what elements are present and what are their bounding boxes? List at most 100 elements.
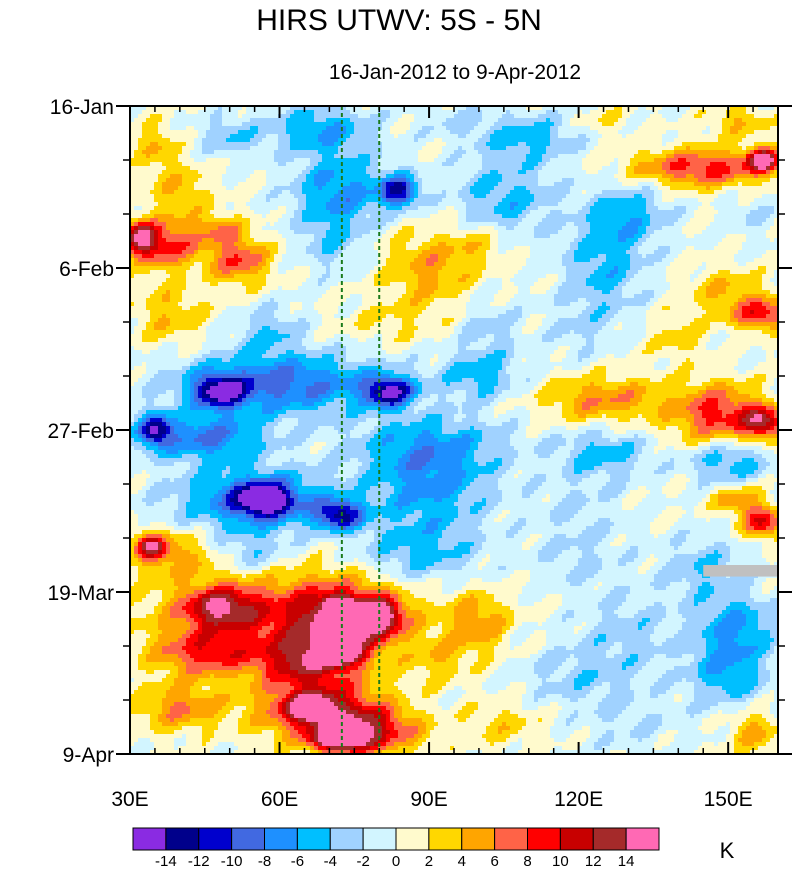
- field-cell: [674, 146, 679, 151]
- field-cell: [734, 122, 739, 127]
- field-cell: [246, 178, 251, 183]
- field-cell: [754, 166, 759, 171]
- field-cell: [374, 178, 379, 183]
- field-cell: [650, 178, 655, 183]
- field-cell: [598, 142, 603, 147]
- field-cell: [350, 150, 355, 155]
- field-cell: [306, 210, 311, 215]
- field-cell: [482, 210, 487, 215]
- field-cell: [350, 182, 355, 187]
- field-cell: [758, 146, 763, 151]
- field-cell: [354, 186, 359, 191]
- field-cell: [338, 198, 343, 203]
- field-cell: [662, 182, 667, 187]
- field-cell: [226, 174, 231, 179]
- field-cell: [374, 134, 379, 139]
- field-cell: [358, 206, 363, 211]
- field-cell: [690, 106, 695, 111]
- field-cell: [538, 186, 543, 191]
- field-cell: [266, 174, 271, 179]
- field-cell: [562, 146, 567, 151]
- field-cell: [690, 134, 695, 139]
- field-cell: [634, 214, 639, 219]
- field-cell: [406, 174, 411, 179]
- field-cell: [190, 106, 195, 111]
- field-cell: [138, 166, 143, 171]
- field-cell: [130, 162, 135, 167]
- field-cell: [166, 198, 171, 203]
- field-cell: [558, 166, 563, 171]
- field-cell: [182, 110, 187, 115]
- field-cell: [634, 218, 639, 223]
- field-cell: [250, 170, 255, 175]
- field-cell: [594, 106, 599, 111]
- field-cell: [762, 178, 767, 183]
- field-cell: [770, 170, 775, 175]
- field-cell: [774, 150, 778, 155]
- field-cell: [386, 154, 391, 159]
- field-cell: [310, 126, 315, 131]
- field-cell: [598, 222, 603, 227]
- field-cell: [574, 166, 579, 171]
- field-cell: [530, 222, 535, 227]
- field-cell: [582, 218, 587, 223]
- field-cell: [222, 130, 227, 135]
- field-cell: [694, 194, 699, 199]
- field-cell: [570, 206, 575, 211]
- field-cell: [210, 206, 215, 211]
- field-cell: [262, 210, 267, 215]
- field-cell: [598, 214, 603, 219]
- field-cell: [270, 210, 275, 215]
- field-cell: [446, 222, 451, 227]
- field-cell: [382, 178, 387, 183]
- field-cell: [490, 126, 495, 131]
- field-cell: [494, 118, 499, 123]
- field-cell: [174, 126, 179, 131]
- field-cell: [618, 118, 623, 123]
- field-cell: [602, 170, 607, 175]
- field-cell: [350, 126, 355, 131]
- field-cell: [402, 202, 407, 207]
- field-cell: [422, 118, 427, 123]
- field-cell: [470, 142, 475, 147]
- field-cell: [554, 210, 559, 215]
- field-cell: [406, 226, 411, 231]
- field-cell: [218, 218, 223, 223]
- field-cell: [610, 114, 615, 119]
- field-cell: [550, 154, 555, 159]
- field-cell: [530, 206, 535, 211]
- field-cell: [278, 206, 283, 211]
- field-cell: [158, 162, 163, 167]
- field-cell: [214, 158, 219, 163]
- field-cell: [474, 178, 479, 183]
- field-cell: [478, 150, 483, 155]
- field-cell: [342, 166, 347, 171]
- field-cell: [210, 130, 215, 135]
- field-cell: [182, 226, 187, 231]
- field-cell: [638, 218, 643, 223]
- field-cell: [382, 226, 387, 231]
- field-cell: [706, 210, 711, 215]
- field-cell: [746, 222, 751, 227]
- field-cell: [590, 146, 595, 151]
- field-cell: [614, 222, 619, 227]
- field-cell: [450, 158, 455, 163]
- field-cell: [342, 126, 347, 131]
- field-cell: [462, 210, 467, 215]
- field-cell: [242, 118, 247, 123]
- field-cell: [186, 170, 191, 175]
- field-cell: [766, 118, 771, 123]
- field-cell: [162, 182, 167, 187]
- field-cell: [306, 130, 311, 135]
- field-cell: [322, 166, 327, 171]
- field-cell: [462, 142, 467, 147]
- field-cell: [762, 150, 767, 155]
- field-cell: [318, 166, 323, 171]
- field-cell: [510, 158, 515, 163]
- field-cell: [262, 126, 267, 131]
- field-cell: [442, 106, 447, 111]
- field-cell: [202, 158, 207, 163]
- field-cell: [706, 110, 711, 115]
- field-cell: [366, 130, 371, 135]
- field-cell: [738, 158, 743, 163]
